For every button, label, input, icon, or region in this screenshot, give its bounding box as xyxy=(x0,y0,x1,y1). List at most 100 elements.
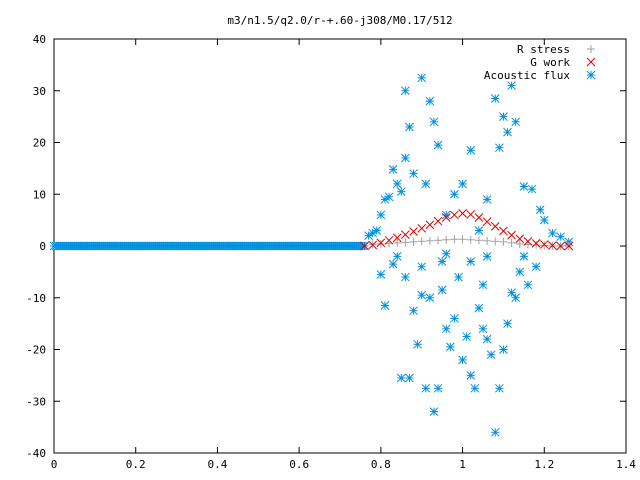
data-point xyxy=(417,262,427,272)
data-point xyxy=(482,195,492,204)
data-point xyxy=(434,236,443,245)
data-point xyxy=(372,226,382,235)
data-point xyxy=(494,383,504,393)
x-tick-label: 0 xyxy=(51,458,58,471)
y-tick-label: 20 xyxy=(33,137,46,150)
data-point xyxy=(392,233,402,243)
data-point xyxy=(539,215,549,225)
data-point xyxy=(466,145,476,155)
y-tick-label: -20 xyxy=(26,344,46,357)
y-tick-label: -30 xyxy=(26,395,46,408)
data-point xyxy=(450,210,459,220)
data-point xyxy=(458,355,467,365)
data-point xyxy=(490,427,500,437)
x-tick-label: 1 xyxy=(459,458,466,471)
data-point xyxy=(425,293,435,303)
data-point xyxy=(380,301,390,310)
data-point xyxy=(401,238,410,247)
data-point xyxy=(376,270,386,279)
data-point xyxy=(490,94,500,103)
data-point xyxy=(425,96,435,106)
data-point xyxy=(458,235,467,244)
data-point xyxy=(417,290,427,300)
data-point xyxy=(535,205,545,215)
data-point xyxy=(462,332,472,341)
data-point xyxy=(466,257,476,266)
data-point xyxy=(531,239,541,248)
data-point xyxy=(503,127,512,137)
data-point xyxy=(388,259,398,269)
data-point xyxy=(405,373,414,383)
data-point xyxy=(433,383,443,393)
y-tick-label: -40 xyxy=(26,447,46,460)
data-point xyxy=(388,165,398,174)
y-tick-label: 40 xyxy=(33,33,46,46)
data-point xyxy=(499,226,508,236)
legend-label: Acoustic flux xyxy=(484,69,570,82)
data-point xyxy=(499,237,508,246)
data-point xyxy=(458,179,467,189)
data-point xyxy=(507,230,516,240)
data-point xyxy=(515,267,525,277)
data-point xyxy=(515,239,524,248)
data-point xyxy=(494,143,504,153)
x-tick-label: 1.2 xyxy=(534,458,554,471)
data-point xyxy=(401,230,410,239)
data-point xyxy=(441,324,451,334)
data-point xyxy=(396,373,406,383)
data-point xyxy=(417,224,427,233)
data-point xyxy=(450,314,459,323)
data-point xyxy=(519,182,529,191)
data-point xyxy=(450,189,459,199)
data-point xyxy=(483,236,492,245)
data-point xyxy=(466,235,475,244)
data-point xyxy=(376,210,386,220)
data-point xyxy=(392,179,402,189)
data-point xyxy=(539,240,549,249)
data-point xyxy=(401,86,410,96)
data-point xyxy=(458,209,467,218)
data-point xyxy=(433,216,443,226)
data-point xyxy=(478,280,488,290)
axes-layer: 0 0.2 0.4 0.6 0.8 1 1.2 1.4 40 30 20 10 0 -10 -20 -30 -4… xyxy=(26,33,636,471)
data-point xyxy=(466,371,476,380)
data-point xyxy=(474,236,483,245)
data-point xyxy=(482,334,492,344)
chart-title: m3/n1.5/q2.0/r-+.60-j308/M0.17/512 xyxy=(227,14,452,27)
data-point xyxy=(393,238,402,247)
x-tick-label: 0.4 xyxy=(207,458,227,471)
data-point xyxy=(437,257,447,266)
y-tick-label: -10 xyxy=(26,292,46,305)
data-point xyxy=(466,210,476,219)
data-point xyxy=(384,192,394,202)
data-point xyxy=(409,237,418,246)
data-point xyxy=(429,407,439,416)
data-point xyxy=(519,251,529,261)
data-point xyxy=(486,350,496,360)
data-point xyxy=(376,238,386,248)
data-point xyxy=(409,227,418,236)
data-point xyxy=(523,236,533,246)
data-point xyxy=(482,251,492,261)
data-point xyxy=(531,262,541,272)
y-tick-label: 10 xyxy=(33,188,46,201)
data-point xyxy=(474,213,484,222)
data-point xyxy=(491,237,500,246)
data-point xyxy=(445,342,455,352)
data-point xyxy=(454,272,463,282)
data-point xyxy=(470,383,480,393)
legend-marker xyxy=(587,45,595,53)
data-point xyxy=(478,324,488,334)
data-point xyxy=(425,236,434,245)
data-point xyxy=(482,217,492,227)
legend-label: G work xyxy=(530,56,570,69)
data-point xyxy=(556,241,565,251)
data-point xyxy=(507,238,516,247)
data-point xyxy=(540,241,549,250)
data-point xyxy=(417,237,426,246)
data-point xyxy=(499,112,508,121)
data-point xyxy=(556,232,565,242)
data-point xyxy=(413,339,422,349)
data-point xyxy=(441,249,451,259)
